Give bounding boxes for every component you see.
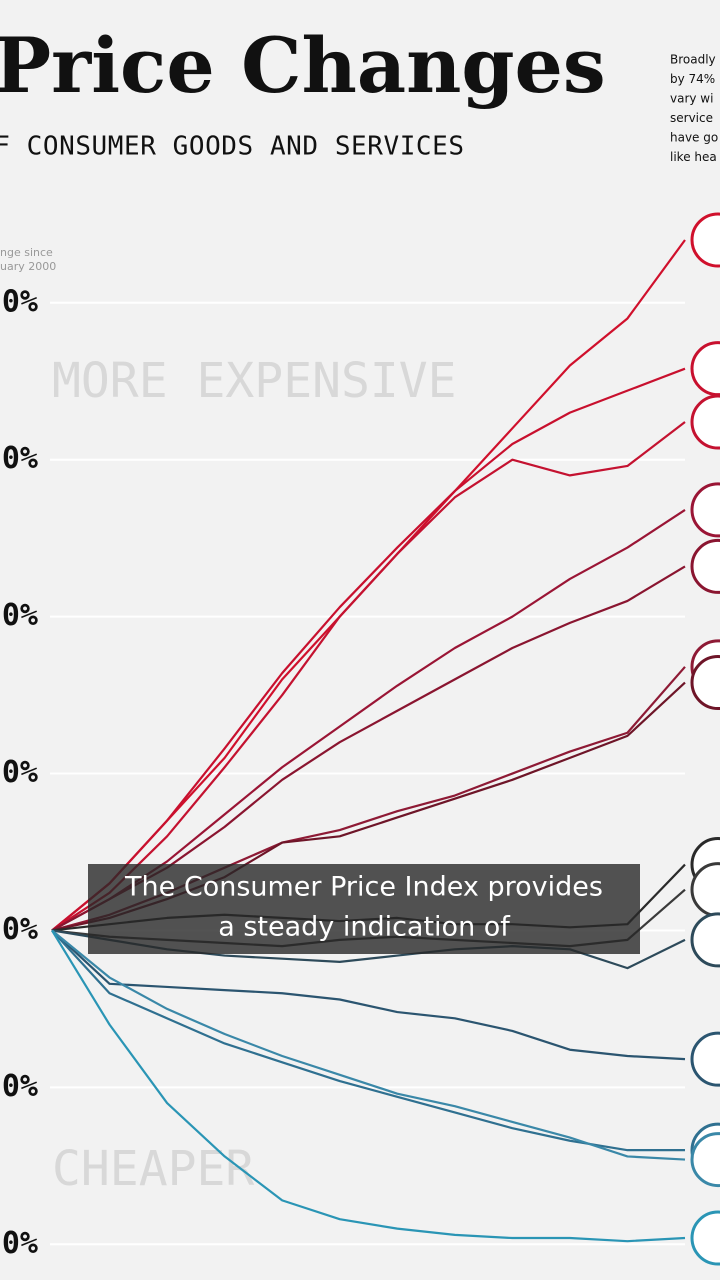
- annotation: MORE EXPENSIVE: [52, 353, 457, 409]
- note-line: like hea: [670, 150, 717, 164]
- series-icon: [690, 1132, 720, 1188]
- note-line: service: [670, 111, 713, 125]
- y-tick-label: 150%: [0, 441, 38, 476]
- series-line: [51, 929, 685, 1152]
- chart-title: Price Changes: [0, 21, 606, 110]
- annotation: CHEAPER: [52, 1141, 254, 1197]
- note: Broadly by 74% vary wi service have go like h…: [670, 53, 718, 165]
- series-icon: [690, 912, 720, 968]
- series-icon: [690, 538, 720, 594]
- axis-label: nge since: [0, 246, 53, 259]
- note-line: have go: [670, 131, 718, 145]
- y-tick-label: 0%: [2, 912, 38, 947]
- y-tick-label: 200%: [0, 284, 38, 319]
- caption-box: [88, 864, 640, 954]
- series-icon: [690, 394, 720, 450]
- series-icon: [690, 1031, 720, 1087]
- y-tick-label: 50%: [0, 755, 38, 790]
- y-tick-label: -100%: [0, 1226, 38, 1261]
- caption: The Consumer Price Index provides: [124, 872, 603, 903]
- axis-label: uary 2000: [0, 260, 56, 273]
- series-line: [51, 367, 686, 932]
- plot: 200% 150% 100% 50% 0% -50% -100%: [0, 212, 720, 1266]
- y-tick-label: -50%: [0, 1069, 38, 1104]
- series-icon: [690, 212, 720, 268]
- y-tick-label: 100%: [0, 598, 38, 633]
- note-line: vary wi: [670, 92, 713, 106]
- caption: a steady indication of: [218, 912, 511, 943]
- series-icon: [690, 1210, 720, 1266]
- note-line: by 74%: [670, 72, 715, 86]
- note-line: Broadly: [670, 53, 716, 67]
- series-line: [51, 929, 686, 1061]
- series-line: [51, 929, 686, 1161]
- series-icon: [690, 482, 720, 538]
- series-line: [51, 421, 686, 932]
- series-line: [51, 929, 686, 1243]
- series-icon: [690, 655, 720, 711]
- chart-subtitle: OF CONSUMER GOODS AND SERVICES: [0, 132, 464, 162]
